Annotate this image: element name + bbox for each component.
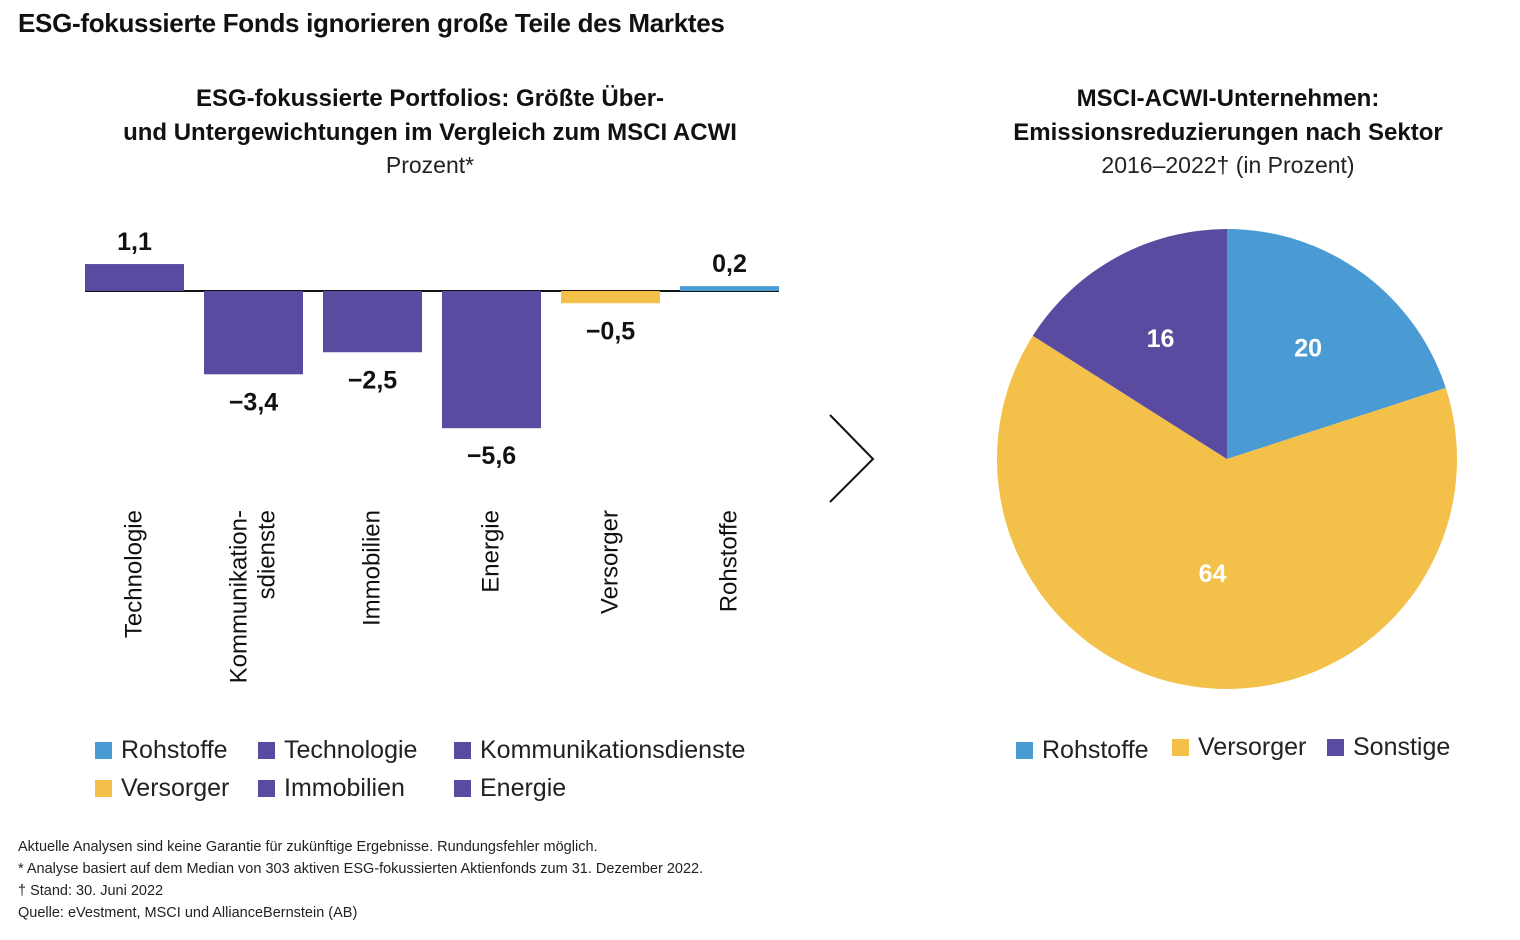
bar-value-label-2: −2,5 — [348, 366, 397, 394]
bar-value-label-1: −3,4 — [229, 388, 278, 416]
legend-swatch — [1016, 742, 1033, 759]
bar-1 — [204, 291, 303, 375]
bar-chart-subtitle: Prozent* — [385, 152, 475, 178]
bar-chart-title-line1: ESG-fokussierte Portfolios: Größte Über- — [195, 85, 665, 112]
legend-label: Rohstoffe — [121, 736, 228, 764]
legend-label: Kommunikationsdienste — [480, 736, 746, 764]
legend-label: Technologie — [284, 736, 418, 764]
legend-item-technologie: Technologie — [258, 736, 417, 765]
legend-item-rohstoffe: Rohstoffe — [1016, 736, 1149, 765]
category-label-3: Energie — [478, 510, 505, 593]
pie-chart-title-line1: MSCI-ACWI-Unternehmen: — [1076, 85, 1380, 112]
pie-value-label-versorger: 64 — [1199, 560, 1227, 588]
legend-label: Rohstoffe — [1042, 736, 1149, 764]
pie-value-label-sonstige: 16 — [1147, 325, 1175, 353]
pie-chart-title-line2: Emissionsreduzierungen nach Sektor — [1013, 119, 1443, 146]
pie-value-label-rohstoffe: 20 — [1294, 334, 1322, 362]
legend-swatch — [95, 780, 112, 797]
pie-slice-versorger — [997, 335, 1457, 689]
legend-label: Versorger — [1198, 733, 1307, 761]
legend-swatch — [95, 742, 112, 759]
bar-chart: 1,1 Technologie −3,4 Kommunikation-sdienste… — [85, 228, 779, 683]
footnote-date: † Stand: 30. Juni 2022 — [18, 883, 164, 899]
legend-label: Energie — [480, 774, 567, 802]
pie-chart-title: MSCI-ACWI-Unternehmen: Emissionsreduzier… — [968, 82, 1488, 150]
category-label-line: Rohstoffe — [716, 510, 743, 612]
legend-swatch — [454, 742, 471, 759]
footnote-source: Quelle: eVestment, MSCI und AllianceBern… — [18, 905, 358, 921]
legend-swatch — [1327, 739, 1344, 756]
legend-item-energie: Energie — [454, 774, 566, 803]
legend-swatch — [258, 742, 275, 759]
legend-label: Sonstige — [1353, 733, 1451, 761]
category-label-line: sdienste — [254, 510, 281, 599]
bar-2 — [323, 291, 422, 353]
legend-item-versorger: Versorger — [1172, 733, 1306, 762]
bar-chart-title: ESG-fokussierte Portfolios: Größte Über-… — [40, 82, 820, 150]
category-label-line: Versorger — [597, 510, 624, 614]
legend-item-versorger: Versorger — [95, 774, 229, 803]
bar-3 — [442, 291, 541, 429]
pie-slice-rohstoffe — [1227, 229, 1446, 459]
legend-item-sonstige: Sonstige — [1327, 733, 1450, 762]
bar-5 — [680, 286, 779, 291]
footnote-analysis: * Analyse basiert auf dem Median von 303… — [18, 861, 704, 877]
category-label-line: Kommunikation- — [226, 510, 253, 683]
legend-item-kommunikationsdienste: Kommunikationsdienste — [454, 736, 745, 765]
legend-label: Immobilien — [284, 774, 405, 802]
category-label-line: Energie — [478, 510, 505, 593]
bar-chart-title-line2: und Untergewichtungen im Vergleich zum M… — [123, 119, 737, 146]
category-label-0: Technologie — [121, 510, 148, 638]
main-title: ESG-fokussierte Fonds ignorieren große T… — [18, 8, 725, 38]
footnotes: Aktuelle Analysen sind keine Garantie fü… — [18, 836, 703, 924]
legend-swatch — [454, 780, 471, 797]
bar-value-label-4: −0,5 — [586, 317, 635, 345]
footnote-disclaimer: Aktuelle Analysen sind keine Garantie fü… — [18, 839, 598, 855]
bar-value-label-5: 0,2 — [712, 250, 747, 278]
legend-item-rohstoffe: Rohstoffe — [95, 736, 228, 765]
legend-item-immobilien: Immobilien — [258, 774, 405, 803]
pie-slice-sonstige — [1032, 229, 1227, 459]
legend-label: Versorger — [121, 774, 230, 802]
category-label-5: Rohstoffe — [716, 510, 743, 612]
pie-chart-subtitle: 2016–2022† (in Prozent) — [1101, 152, 1355, 178]
bar-0 — [85, 264, 184, 291]
bar-value-label-0: 1,1 — [117, 228, 152, 256]
category-label-2: Immobilien — [359, 510, 386, 626]
legend-swatch — [1172, 739, 1189, 756]
category-label-line: Technologie — [121, 510, 148, 638]
category-label-line: Immobilien — [359, 510, 386, 626]
category-label-4: Versorger — [597, 510, 624, 614]
bar-value-label-3: −5,6 — [467, 442, 516, 470]
category-label-1: Kommunikation-sdienste — [226, 510, 281, 683]
legend-swatch — [258, 780, 275, 797]
bar-4 — [561, 291, 660, 304]
